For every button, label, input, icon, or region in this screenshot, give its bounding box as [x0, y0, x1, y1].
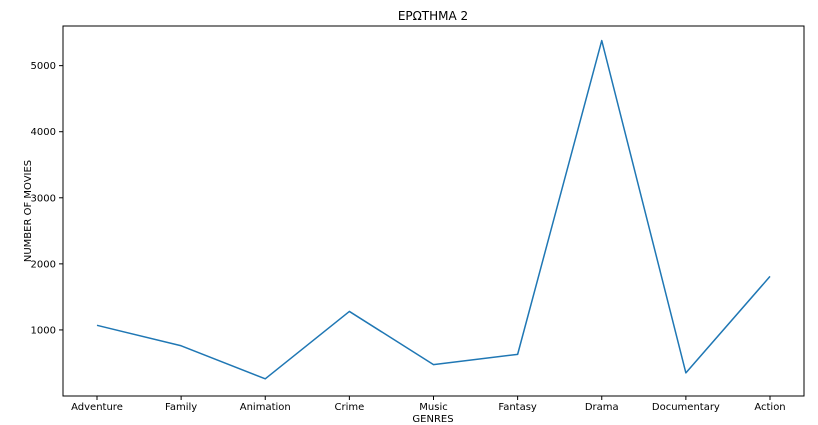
- series-line: [96, 39, 771, 380]
- x-tick-label: Crime: [334, 402, 364, 413]
- y-axis-label: NUMBER OF MOVIES: [23, 160, 34, 262]
- plot-area: [62, 25, 805, 397]
- y-tick-label: 2000: [31, 259, 56, 270]
- x-tick-label: Animation: [240, 402, 291, 413]
- x-tick-label: Adventure: [71, 402, 123, 413]
- x-axis-label: GENRES: [412, 414, 453, 425]
- y-tick-label: 1000: [31, 325, 56, 336]
- chart-title: ΕΡΩΤΗΜΑ 2: [398, 9, 468, 23]
- x-tick-label: Action: [754, 402, 785, 413]
- x-tick-label: Music: [419, 402, 447, 413]
- x-tick-label: Drama: [585, 402, 619, 413]
- y-tick-label: 4000: [31, 127, 56, 138]
- x-tick-label: Documentary: [652, 402, 720, 413]
- x-axis: Adventure Family Animation Crime Music Fantas…: [71, 396, 786, 413]
- y-tick-label: 3000: [31, 193, 56, 204]
- x-tick-label: Fantasy: [498, 402, 537, 413]
- y-tick-label: 5000: [31, 61, 56, 72]
- x-tick-label: Family: [165, 402, 197, 413]
- series-layer: [96, 39, 771, 380]
- y-axis: 1000 2000 3000 4000 5000: [31, 61, 63, 336]
